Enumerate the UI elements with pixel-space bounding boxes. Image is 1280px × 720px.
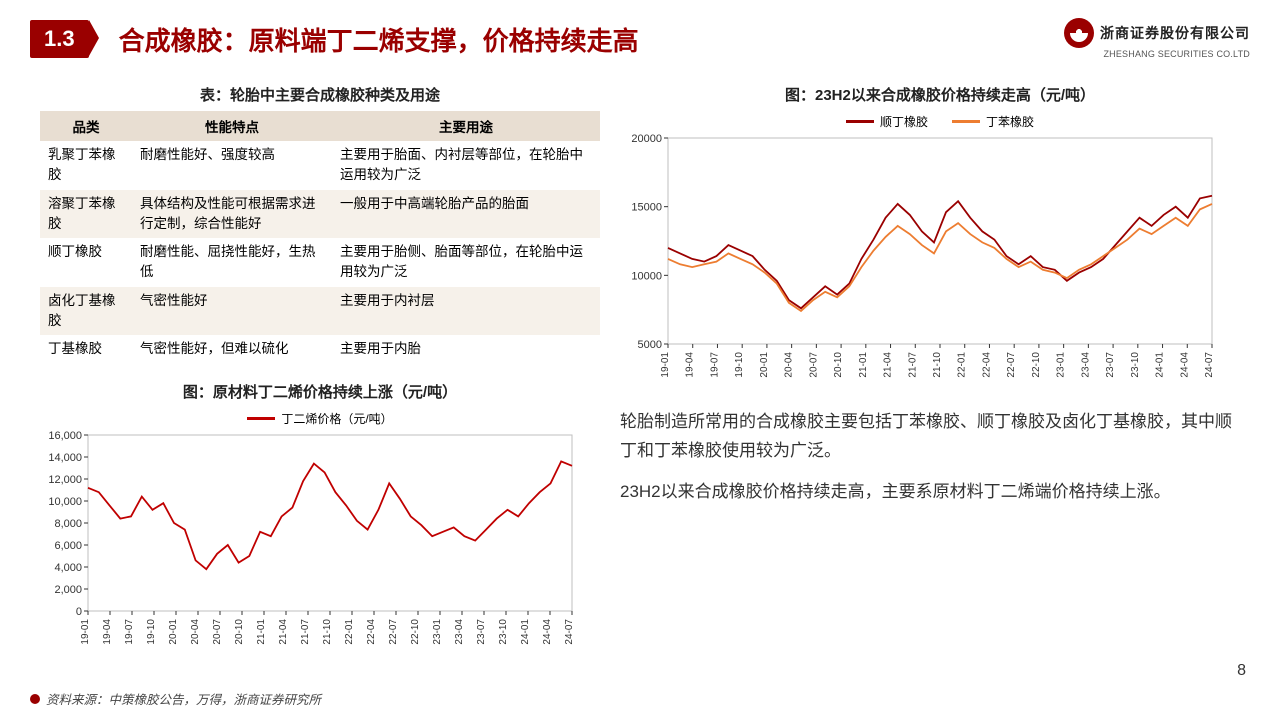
body-text: 轮胎制造所常用的合成橡胶主要包括丁苯橡胶、顺丁橡胶及卤化丁基橡胶，其中顺丁和丁苯… [620,408,1260,519]
legend-label-b: 丁苯橡胶 [986,113,1034,130]
svg-text:21-01: 21-01 [256,619,267,645]
svg-text:21-04: 21-04 [883,352,894,378]
logo-icon [1064,18,1094,48]
svg-text:22-04: 22-04 [981,352,992,378]
svg-text:23-10: 23-10 [1130,352,1141,378]
svg-text:23-04: 23-04 [1080,352,1091,378]
svg-text:14,000: 14,000 [48,452,82,464]
chart-sbr: 5000 10000 15000 20000 19-01 19-04 19-07 19-10 2… [620,132,1260,392]
svg-text:19-01: 19-01 [660,352,671,378]
svg-text:8,000: 8,000 [54,518,82,530]
paragraph-2: 23H2以来合成橡胶价格持续走高，主要系原材料丁二烯端价格持续上涨。 [620,478,1240,507]
svg-text:21-07: 21-07 [907,352,918,378]
svg-text:19-04: 19-04 [685,352,696,378]
chart-sbr-caption: 图：23H2以来合成橡胶价格持续走高（元/吨） [620,84,1260,105]
svg-text:23-07: 23-07 [1105,352,1116,378]
legend-label-a: 顺丁橡胶 [880,113,928,130]
svg-text:24-07: 24-07 [1204,352,1215,378]
legend-label: 丁二烯价格（元/吨） [281,410,392,427]
section-number: 1.3 [30,20,89,58]
rubber-types-table: 品类性能特点主要用途 乳聚丁苯橡胶耐磨性能好、强度较高主要用于胎面、内衬层等部位… [40,111,600,363]
svg-text:21-04: 21-04 [278,619,289,645]
svg-text:4,000: 4,000 [54,562,82,574]
svg-text:19-10: 19-10 [734,352,745,378]
source-footnote: 资料来源：中策橡胶公告，万得，浙商证券研究所 [30,689,321,708]
logo-text-cn: 浙商证券股份有限公司 [1100,23,1250,43]
svg-text:22-10: 22-10 [410,619,421,645]
source-text: 资料来源：中策橡胶公告，万得，浙商证券研究所 [46,689,321,708]
svg-text:21-10: 21-10 [932,352,943,378]
svg-text:22-01: 22-01 [344,619,355,645]
svg-text:22-07: 22-07 [388,619,399,645]
svg-text:0: 0 [76,606,82,618]
svg-text:19-04: 19-04 [102,619,113,645]
svg-text:24-01: 24-01 [520,619,531,645]
svg-text:21-10: 21-10 [322,619,333,645]
svg-text:16,000: 16,000 [48,430,82,442]
svg-text:21-07: 21-07 [300,619,311,645]
page-title: 合成橡胶：原料端丁二烯支撑，价格持续走高 [119,21,639,58]
chart-bdn: 0 2,000 4,000 6,000 8,000 10,000 12,000 14,000 1… [40,429,600,659]
svg-text:20-04: 20-04 [190,619,201,645]
svg-text:20-01: 20-01 [168,619,179,645]
svg-text:24-07: 24-07 [564,619,575,645]
svg-text:23-01: 23-01 [432,619,443,645]
svg-text:19-10: 19-10 [146,619,157,645]
svg-text:21-01: 21-01 [858,352,869,378]
svg-text:20-04: 20-04 [784,352,795,378]
svg-text:23-04: 23-04 [454,619,465,645]
svg-text:6,000: 6,000 [54,540,82,552]
chart-bdn-legend: 丁二烯价格（元/吨） [40,410,600,427]
svg-text:19-07: 19-07 [709,352,720,378]
svg-text:20-10: 20-10 [234,619,245,645]
svg-text:20-01: 20-01 [759,352,770,378]
svg-text:22-04: 22-04 [366,619,377,645]
logo-text-en: ZHESHANG SECURITIES CO.LTD [1064,49,1250,59]
svg-text:5000: 5000 [638,339,662,351]
svg-text:10,000: 10,000 [48,496,82,508]
svg-text:12,000: 12,000 [48,474,82,486]
table-caption: 表：轮胎中主要合成橡胶种类及用途 [40,84,600,105]
chart-sbr-legend: 顺丁橡胶 丁苯橡胶 [620,113,1260,130]
svg-text:20000: 20000 [631,133,662,145]
svg-text:22-07: 22-07 [1006,352,1017,378]
chart-bdn-caption: 图：原材料丁二烯价格持续上涨（元/吨） [40,381,600,402]
svg-text:24-04: 24-04 [1179,352,1190,378]
bullet-icon [30,694,40,704]
svg-text:22-10: 22-10 [1031,352,1042,378]
svg-text:24-01: 24-01 [1155,352,1166,378]
svg-text:15000: 15000 [631,202,662,214]
company-logo: 浙商证券股份有限公司 ZHESHANG SECURITIES CO.LTD [1064,18,1250,59]
svg-text:22-01: 22-01 [957,352,968,378]
svg-text:10000: 10000 [631,270,662,282]
svg-text:23-10: 23-10 [498,619,509,645]
svg-text:23-01: 23-01 [1056,352,1067,378]
svg-text:2,000: 2,000 [54,584,82,596]
svg-text:19-01: 19-01 [80,619,91,645]
svg-text:20-07: 20-07 [212,619,223,645]
svg-text:20-10: 20-10 [833,352,844,378]
svg-text:23-07: 23-07 [476,619,487,645]
svg-text:24-04: 24-04 [542,619,553,645]
svg-text:19-07: 19-07 [124,619,135,645]
svg-text:20-07: 20-07 [808,352,819,378]
page-number: 8 [1237,662,1246,680]
paragraph-1: 轮胎制造所常用的合成橡胶主要包括丁苯橡胶、顺丁橡胶及卤化丁基橡胶，其中顺丁和丁苯… [620,408,1240,466]
